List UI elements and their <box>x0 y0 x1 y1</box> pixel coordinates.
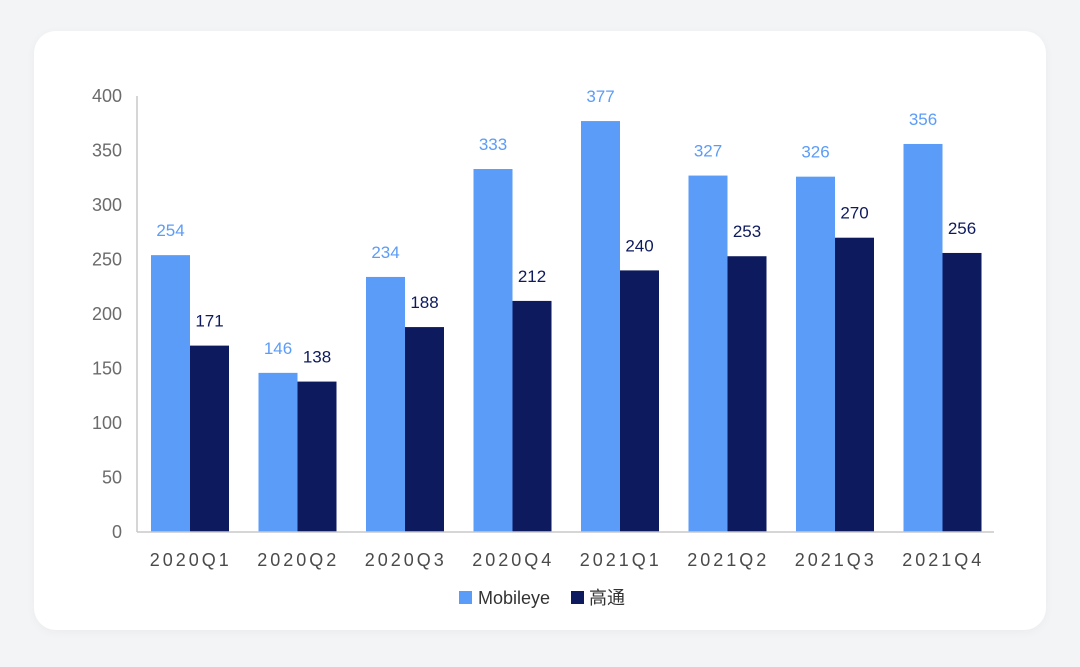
data-label: 377 <box>586 87 614 106</box>
bar-qualcomm <box>942 252 982 532</box>
bar-mobileye <box>473 169 513 532</box>
bar-qualcomm <box>512 300 552 532</box>
data-label: 146 <box>264 339 292 358</box>
y-tick-label: 0 <box>112 522 122 542</box>
x-tick-label: 2020Q1 <box>150 550 232 570</box>
y-axis: 0 50 100 150 200 250 300 350 400 <box>92 86 138 542</box>
data-label: 254 <box>156 221 184 240</box>
bar-qualcomm <box>190 345 229 532</box>
bar-mobileye <box>366 276 405 532</box>
x-tick-label: 2020Q2 <box>257 550 339 570</box>
legend-swatch-mobileye <box>459 591 472 604</box>
bar-mobileye <box>796 176 835 532</box>
data-label: 171 <box>195 312 223 331</box>
x-tick-label: 2020Q3 <box>365 550 447 570</box>
data-label: 356 <box>909 110 937 129</box>
bar-mobileye <box>151 255 190 532</box>
bar-qualcomm <box>297 381 337 532</box>
legend-swatch-qualcomm <box>571 591 584 604</box>
data-label: 326 <box>801 143 829 162</box>
data-label: 240 <box>625 236 653 255</box>
x-tick-label: 2020Q4 <box>472 550 554 570</box>
data-label: 327 <box>694 142 722 161</box>
data-labels: 254 146 234 333 377 327 326 356 171 138 188 212 240 2… <box>156 87 976 367</box>
x-tick-label: 2021Q3 <box>795 550 877 570</box>
y-tick-label: 200 <box>92 304 122 324</box>
x-tick-label: 2021Q4 <box>902 550 984 570</box>
y-tick-label: 100 <box>92 413 122 433</box>
x-axis: 2020Q1 2020Q2 2020Q3 2020Q4 2021Q1 2021Q2 2021… <box>137 531 994 570</box>
data-label: 212 <box>518 267 546 286</box>
y-tick-label: 50 <box>102 468 122 488</box>
data-label: 270 <box>840 204 868 223</box>
y-tick-label: 300 <box>92 195 122 215</box>
y-tick-label: 350 <box>92 141 122 161</box>
data-label: 138 <box>303 348 331 367</box>
data-label: 253 <box>733 222 761 241</box>
bar-mobileye <box>903 143 943 532</box>
data-label: 188 <box>410 293 438 312</box>
data-label: 234 <box>371 243 399 262</box>
x-tick-label: 2021Q1 <box>580 550 662 570</box>
y-tick-label: 150 <box>92 359 122 379</box>
legend-label-mobileye: Mobileye <box>478 588 550 608</box>
legend: Mobileye 高通 <box>459 588 625 608</box>
bar-qualcomm <box>405 327 444 532</box>
bar-qualcomm <box>727 256 767 532</box>
data-label: 256 <box>948 219 976 238</box>
y-tick-label: 250 <box>92 250 122 270</box>
bar-qualcomm <box>835 237 874 532</box>
y-tick-label: 400 <box>92 86 122 106</box>
bar-qualcomm <box>620 270 659 532</box>
legend-label-qualcomm: 高通 <box>589 588 625 608</box>
bar-mobileye <box>688 175 728 532</box>
bars <box>151 121 982 532</box>
data-label: 333 <box>479 135 507 154</box>
bar-mobileye <box>258 372 298 532</box>
x-tick-label: 2021Q2 <box>687 550 769 570</box>
bar-mobileye <box>581 121 620 532</box>
